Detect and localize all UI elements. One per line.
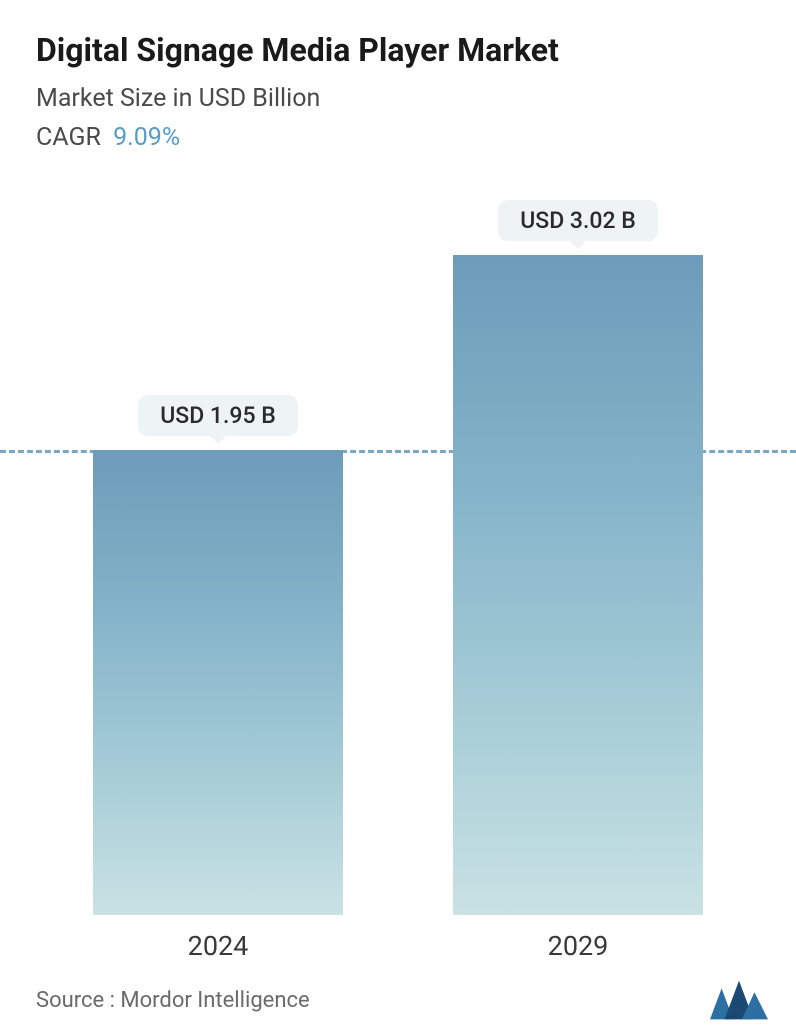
bar-2029 [453,255,703,915]
cagr-row: CAGR 9.09% [36,123,760,152]
bar-chart: USD 1.95 B USD 3.02 B [0,195,796,915]
value-pill: USD 3.02 B [498,200,658,241]
x-axis: 2024 2029 [0,918,796,962]
mordor-intelligence-logo-icon [710,980,768,1020]
bar-group-2024: USD 1.95 B [93,395,343,915]
bar-group-2029: USD 3.02 B [453,200,703,915]
cagr-label: CAGR [36,123,101,152]
bar-2024 [93,450,343,915]
bars-container: USD 1.95 B USD 3.02 B [0,195,796,915]
x-axis-label: 2029 [453,918,703,962]
source-text: Source : Mordor Intelligence [36,988,310,1013]
footer: Source : Mordor Intelligence [0,980,796,1020]
page-title: Digital Signage Media Player Market [36,30,760,70]
header: Digital Signage Media Player Market Mark… [0,0,796,152]
subtitle: Market Size in USD Billion [36,84,760,113]
x-axis-label: 2024 [93,918,343,962]
value-pill: USD 1.95 B [138,395,298,436]
cagr-value: 9.09% [113,123,180,152]
